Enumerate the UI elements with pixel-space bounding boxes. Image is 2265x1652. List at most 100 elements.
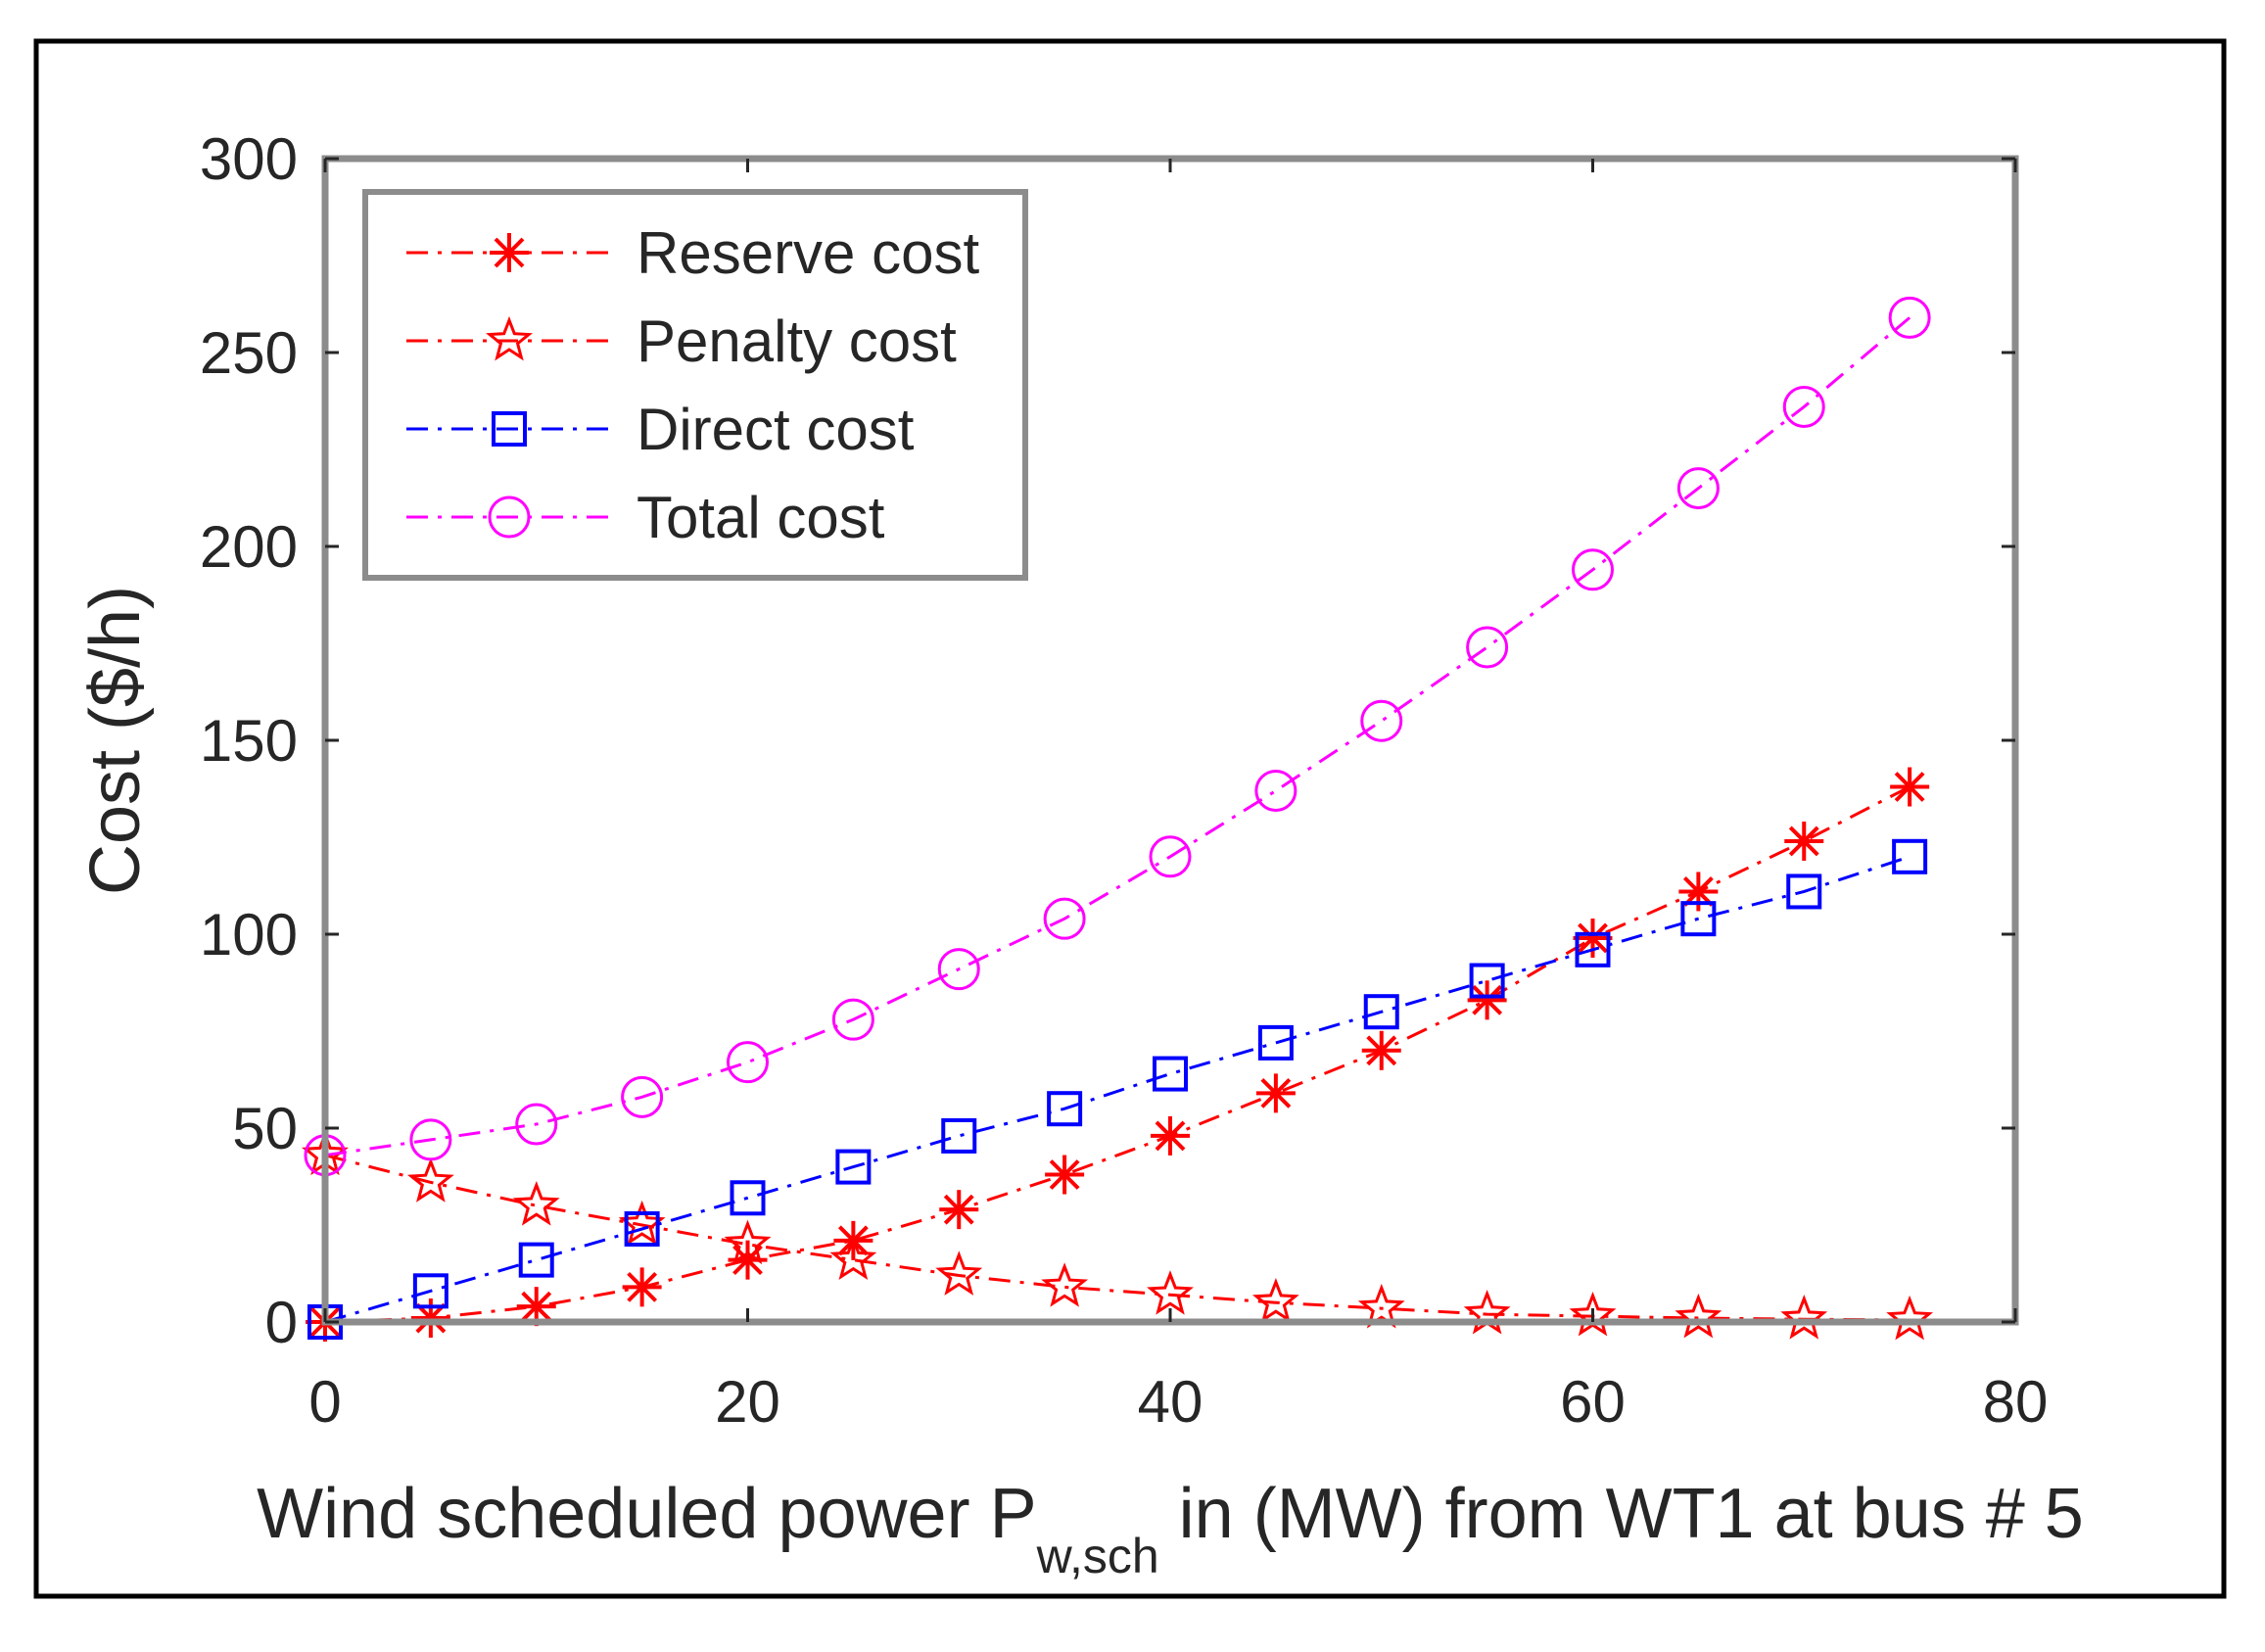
square-marker-shape bbox=[412, 1273, 448, 1309]
pentagram-marker-shape bbox=[512, 1181, 560, 1226]
circle-marker bbox=[1888, 296, 1931, 339]
circle-marker bbox=[1149, 835, 1192, 878]
x-axis-label: Wind scheduled power Pw,sch in (MW) from… bbox=[257, 1475, 2084, 1583]
pentagram-marker bbox=[1041, 1262, 1089, 1307]
circle-marker-shape bbox=[937, 948, 980, 991]
series-line bbox=[324, 785, 1911, 1324]
circle-marker bbox=[727, 1041, 769, 1084]
circle-marker bbox=[1782, 385, 1825, 428]
pentagram-marker-shape bbox=[1675, 1293, 1722, 1339]
asterisk-marker bbox=[1045, 1155, 1085, 1195]
circle-marker-shape bbox=[515, 1103, 558, 1146]
square-marker bbox=[1575, 931, 1611, 968]
square-marker bbox=[492, 411, 527, 447]
square-marker bbox=[730, 1180, 766, 1216]
square-marker bbox=[835, 1149, 872, 1185]
y-axis-label: Cost ($/h) bbox=[76, 586, 155, 895]
circle-marker-shape bbox=[1676, 467, 1720, 510]
x-tick-label: 80 bbox=[1983, 1369, 2049, 1435]
square-marker bbox=[518, 1242, 554, 1278]
circle-marker bbox=[1572, 548, 1614, 591]
pentagram-marker-shape bbox=[829, 1235, 877, 1280]
y-tick-label: 150 bbox=[200, 708, 298, 774]
pentagram-marker-shape bbox=[1780, 1295, 1828, 1340]
square-marker bbox=[1469, 963, 1505, 999]
pentagram-marker bbox=[935, 1251, 983, 1296]
square-marker-shape bbox=[1363, 994, 1399, 1030]
pentagram-marker-shape bbox=[486, 315, 533, 361]
legend: Reserve cost Penalty cost Direct cost Total… bbox=[362, 189, 1028, 581]
x-tick-label: 20 bbox=[715, 1369, 780, 1435]
square-marker bbox=[941, 1117, 977, 1154]
asterisk-marker bbox=[1890, 767, 1930, 807]
series-total-cost bbox=[304, 296, 1931, 1177]
series-direct-cost bbox=[307, 838, 1928, 1340]
legend-item: Reserve cost bbox=[406, 220, 979, 286]
pentagram-marker bbox=[1780, 1295, 1828, 1340]
asterisk-marker-stroke bbox=[415, 1302, 447, 1334]
asterisk-marker-stroke bbox=[1682, 876, 1714, 907]
pentagram-marker bbox=[406, 1157, 454, 1203]
asterisk-marker bbox=[1255, 1073, 1296, 1113]
circle-marker-shape bbox=[488, 496, 531, 539]
pentagram-marker-shape bbox=[1041, 1262, 1089, 1307]
circle-marker bbox=[1254, 769, 1298, 812]
asterisk-marker bbox=[622, 1267, 662, 1307]
square-marker-shape bbox=[1680, 901, 1717, 937]
circle-marker-shape bbox=[831, 998, 874, 1041]
square-marker-shape bbox=[1575, 931, 1611, 968]
square-marker-shape bbox=[518, 1242, 554, 1278]
asterisk-marker bbox=[490, 233, 529, 272]
pentagram-marker bbox=[1147, 1270, 1194, 1315]
x-axis-label-main: Wind scheduled power P bbox=[257, 1475, 1036, 1553]
pentagram-marker-shape bbox=[935, 1251, 983, 1296]
asterisk-marker-stroke bbox=[494, 237, 525, 268]
circle-marker-shape bbox=[1360, 699, 1403, 742]
asterisk-marker bbox=[1361, 1030, 1401, 1070]
circle-marker bbox=[488, 496, 531, 539]
circle-marker bbox=[515, 1103, 558, 1146]
square-marker bbox=[1363, 994, 1399, 1030]
legend-label: Penalty cost bbox=[637, 308, 957, 374]
circle-marker-shape bbox=[727, 1041, 769, 1084]
asterisk-marker-stroke bbox=[1155, 1120, 1186, 1152]
pentagram-marker-shape bbox=[724, 1219, 772, 1265]
pentagram-marker bbox=[1675, 1293, 1722, 1339]
legend-label: Total cost bbox=[637, 485, 885, 550]
legend-item: Direct cost bbox=[406, 397, 915, 462]
pentagram-marker bbox=[724, 1219, 772, 1265]
square-marker-shape bbox=[624, 1210, 660, 1247]
pentagram-marker bbox=[1357, 1283, 1405, 1329]
circle-marker-shape bbox=[1043, 897, 1086, 940]
y-tick-label: 250 bbox=[200, 320, 298, 386]
legend-label: Direct cost bbox=[637, 397, 915, 462]
square-marker bbox=[1153, 1056, 1188, 1092]
y-tick-label: 200 bbox=[200, 514, 298, 580]
circle-marker-shape bbox=[1888, 296, 1931, 339]
asterisk-marker-stroke bbox=[1049, 1159, 1080, 1190]
pentagram-marker-shape bbox=[1357, 1283, 1405, 1329]
asterisk-marker-stroke bbox=[943, 1194, 974, 1225]
square-marker-shape bbox=[1892, 838, 1928, 874]
pentagram-marker bbox=[1251, 1278, 1299, 1323]
circle-marker-shape bbox=[1149, 835, 1192, 878]
square-marker bbox=[1786, 873, 1822, 910]
pentagram-marker bbox=[512, 1181, 560, 1226]
square-marker-shape bbox=[1786, 873, 1822, 910]
asterisk-marker bbox=[1784, 821, 1824, 861]
circle-marker-shape bbox=[1782, 385, 1825, 428]
asterisk-marker bbox=[939, 1190, 979, 1230]
y-tick-label: 0 bbox=[265, 1290, 298, 1355]
y-tick-label: 300 bbox=[200, 126, 298, 192]
square-marker bbox=[1892, 838, 1928, 874]
square-marker-shape bbox=[835, 1149, 872, 1185]
x-tick-label: 0 bbox=[308, 1369, 341, 1435]
circle-marker bbox=[1466, 626, 1509, 669]
series-line bbox=[324, 855, 1911, 1324]
pentagram-marker-shape bbox=[406, 1157, 454, 1203]
square-marker-shape bbox=[1153, 1056, 1188, 1092]
y-tick-label: 100 bbox=[200, 902, 298, 968]
legend-box bbox=[362, 189, 1028, 581]
asterisk-marker-stroke bbox=[1578, 922, 1608, 954]
